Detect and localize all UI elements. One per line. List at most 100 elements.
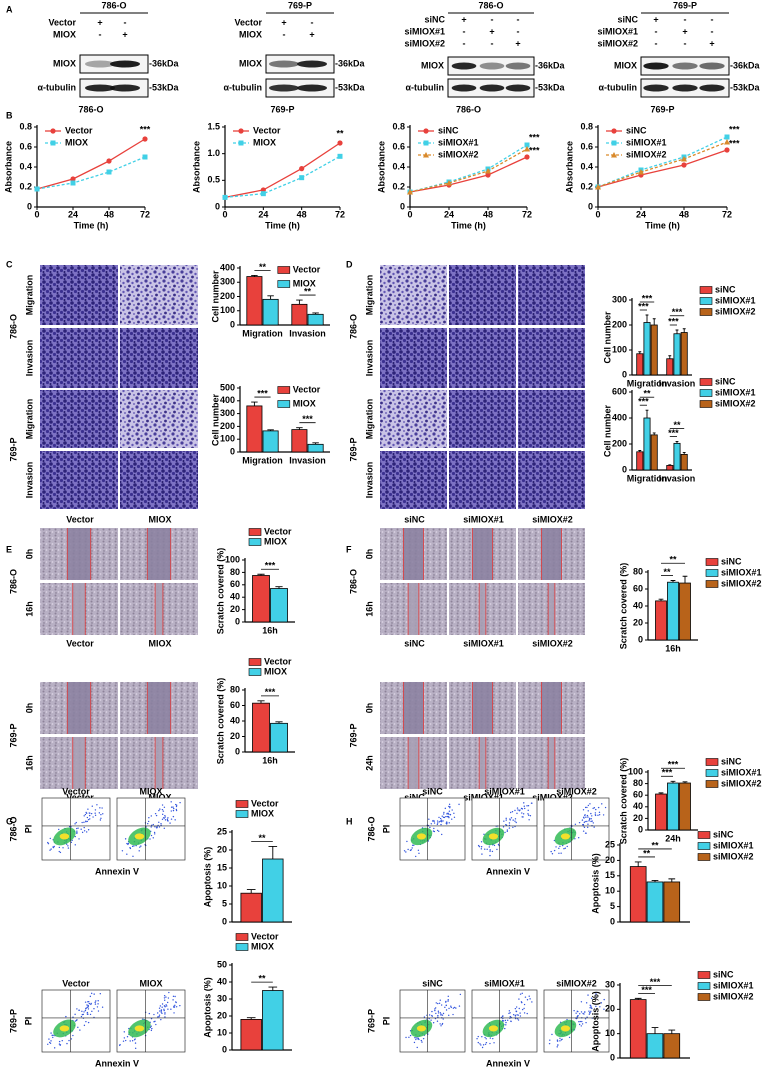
- flow-event: [95, 1000, 97, 1002]
- flow-event: [413, 1041, 416, 1044]
- flow-event: [405, 1036, 407, 1039]
- blot-band: [479, 62, 505, 70]
- flow-event: [531, 1001, 533, 1003]
- condition-sign: -: [463, 38, 466, 48]
- flow-event: [551, 853, 554, 855]
- scratch-gap: [72, 737, 86, 789]
- column-label: siNC: [422, 786, 443, 796]
- y-tick-label: 0: [215, 201, 220, 211]
- error-bar: [275, 586, 283, 589]
- flow-event: [437, 1002, 439, 1005]
- flow-event: [527, 804, 530, 807]
- scratch-gap: [403, 682, 424, 734]
- flow-event: [445, 1009, 448, 1011]
- cell-line-label: 769-P: [8, 437, 18, 461]
- cell-line-label: 769-P: [8, 1009, 18, 1033]
- flow-event: [573, 1009, 575, 1012]
- y-tick-label: 0.6: [392, 141, 405, 151]
- flow-event: [89, 995, 92, 998]
- marker: [446, 180, 452, 186]
- flow-event: [579, 1020, 582, 1023]
- flow-event: [75, 1019, 78, 1022]
- flow-core: [134, 833, 145, 840]
- significance: **: [336, 128, 344, 138]
- flow-event: [163, 997, 166, 999]
- flow-event: [575, 1012, 577, 1014]
- flow-event: [577, 837, 580, 839]
- flow-event: [68, 825, 71, 828]
- flow-event: [133, 845, 135, 847]
- flow-event: [418, 852, 420, 855]
- flow-event: [94, 809, 97, 811]
- flow-event: [600, 1002, 603, 1004]
- flow-event: [603, 1008, 605, 1010]
- y-axis-label: Cell number: [210, 394, 220, 447]
- flow-event: [504, 1027, 506, 1030]
- marker: [524, 146, 530, 152]
- significance: ***: [257, 388, 268, 398]
- bar: [307, 313, 324, 326]
- condition-sign: +: [461, 14, 466, 24]
- legend-swatch: [277, 386, 291, 394]
- bar: [666, 358, 674, 376]
- flow-event: [47, 1043, 49, 1045]
- micrograph: [449, 328, 516, 388]
- flow-event: [445, 1001, 447, 1003]
- flow-plot: [116, 797, 186, 861]
- band-label: MIOX: [421, 60, 444, 70]
- y-tick-label: 200: [220, 421, 235, 431]
- flow-event: [527, 813, 529, 815]
- condition-sign: -: [283, 29, 286, 39]
- flow-event: [449, 806, 451, 808]
- flow-event: [477, 1041, 479, 1044]
- flow-core: [416, 1025, 427, 1032]
- flow-event: [591, 820, 593, 822]
- flow-event: [516, 812, 518, 815]
- error-bar: [682, 328, 686, 333]
- scratch-gap: [67, 528, 91, 580]
- flow-event: [588, 818, 591, 821]
- flow-event: [519, 1012, 521, 1014]
- row-label: Migration: [24, 275, 34, 316]
- column-label: MIOX: [139, 978, 162, 988]
- flow-event: [142, 1018, 144, 1020]
- flow-event: [97, 1010, 100, 1012]
- y-tick-label: 50: [217, 959, 227, 969]
- flow-event: [101, 1006, 104, 1008]
- flow-event: [523, 805, 525, 807]
- x-tick-label: 24: [258, 209, 268, 219]
- flow-event: [129, 1040, 131, 1042]
- bar: [262, 298, 279, 326]
- x-axis-label: Time (h): [265, 220, 300, 230]
- micrograph: [449, 265, 516, 325]
- significance: ***: [668, 760, 679, 770]
- flow-event: [62, 847, 64, 849]
- marker: [681, 162, 687, 168]
- marker: [524, 142, 530, 148]
- row-label: 0h: [24, 703, 34, 714]
- flow-event: [91, 1010, 93, 1013]
- legend-label: Vector: [251, 931, 279, 941]
- legend-label: MIOX: [251, 941, 274, 951]
- flow-event: [72, 1034, 74, 1037]
- series-line: [224, 155, 341, 199]
- blot-band: [699, 62, 725, 70]
- flow-event: [163, 817, 165, 819]
- flow-event: [517, 1019, 520, 1021]
- flow-event: [123, 1037, 126, 1039]
- flow-event: [158, 809, 160, 812]
- band-size: -36kDa: [149, 58, 180, 68]
- bar: [262, 430, 279, 453]
- flow-event: [434, 1008, 436, 1010]
- bar: [650, 434, 658, 471]
- flow-event: [438, 816, 440, 819]
- flow-event: [591, 1007, 593, 1010]
- flow-event: [87, 829, 90, 831]
- y-tick-label: 80: [230, 567, 240, 577]
- row-label: 16h: [24, 601, 34, 617]
- bar: [291, 429, 308, 453]
- flow-event: [443, 816, 446, 819]
- flow-event: [49, 837, 51, 840]
- flow-event: [157, 1016, 159, 1018]
- flow-event: [160, 822, 162, 825]
